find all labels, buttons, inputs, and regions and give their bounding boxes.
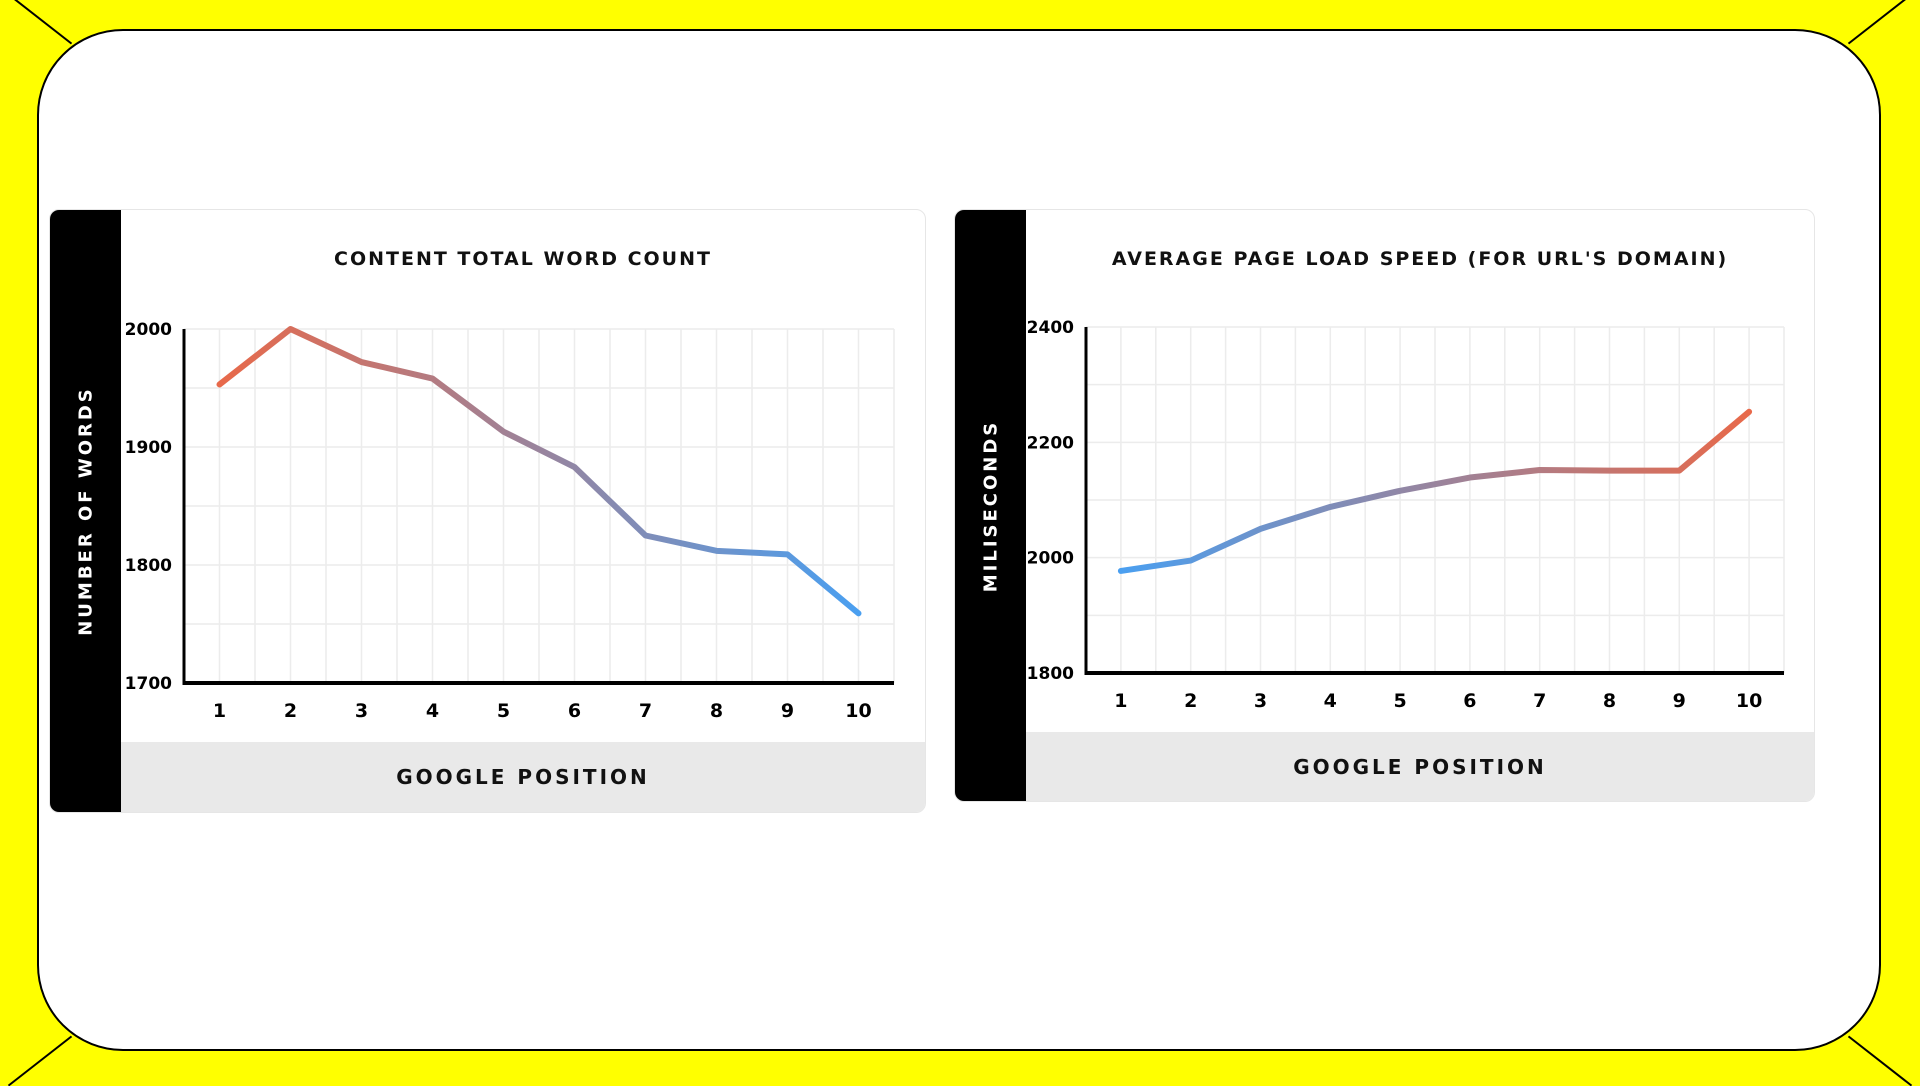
x-tick-label: 1	[213, 700, 226, 722]
x-tick-label: 4	[426, 700, 439, 722]
x-tick-label: 6	[568, 700, 581, 722]
x-tick-label: 10	[1736, 690, 1762, 712]
y-tick-label: 2000	[1027, 549, 1074, 569]
y-tick-label: 1700	[125, 674, 172, 694]
x-tick-label: 5	[497, 700, 510, 722]
y-tick-label: 2400	[1027, 318, 1074, 338]
x-tick-label: 9	[1673, 690, 1686, 712]
x-tick-label: 9	[781, 700, 794, 722]
x-tick-label: 5	[1393, 690, 1406, 712]
x-tick-label: 3	[355, 700, 368, 722]
y-tick-label: 2200	[1027, 433, 1074, 453]
x-tick-label: 2	[1184, 690, 1197, 712]
y-tick-label: 1900	[125, 438, 172, 458]
x-tick-label: 7	[1533, 690, 1546, 712]
x-tick-label: 2	[284, 700, 297, 722]
x-tick-label: 3	[1254, 690, 1267, 712]
y-tick-label: 1800	[125, 556, 172, 576]
x-tick-label: 4	[1324, 690, 1337, 712]
x-tick-label: 10	[845, 700, 871, 722]
x-tick-label: 1	[1114, 690, 1127, 712]
y-tick-label: 2000	[125, 320, 172, 340]
x-tick-label: 8	[710, 700, 723, 722]
x-tick-label: 6	[1463, 690, 1476, 712]
y-tick-label: 1800	[1027, 664, 1074, 684]
x-tick-label: 7	[639, 700, 652, 722]
x-tick-label: 8	[1603, 690, 1616, 712]
